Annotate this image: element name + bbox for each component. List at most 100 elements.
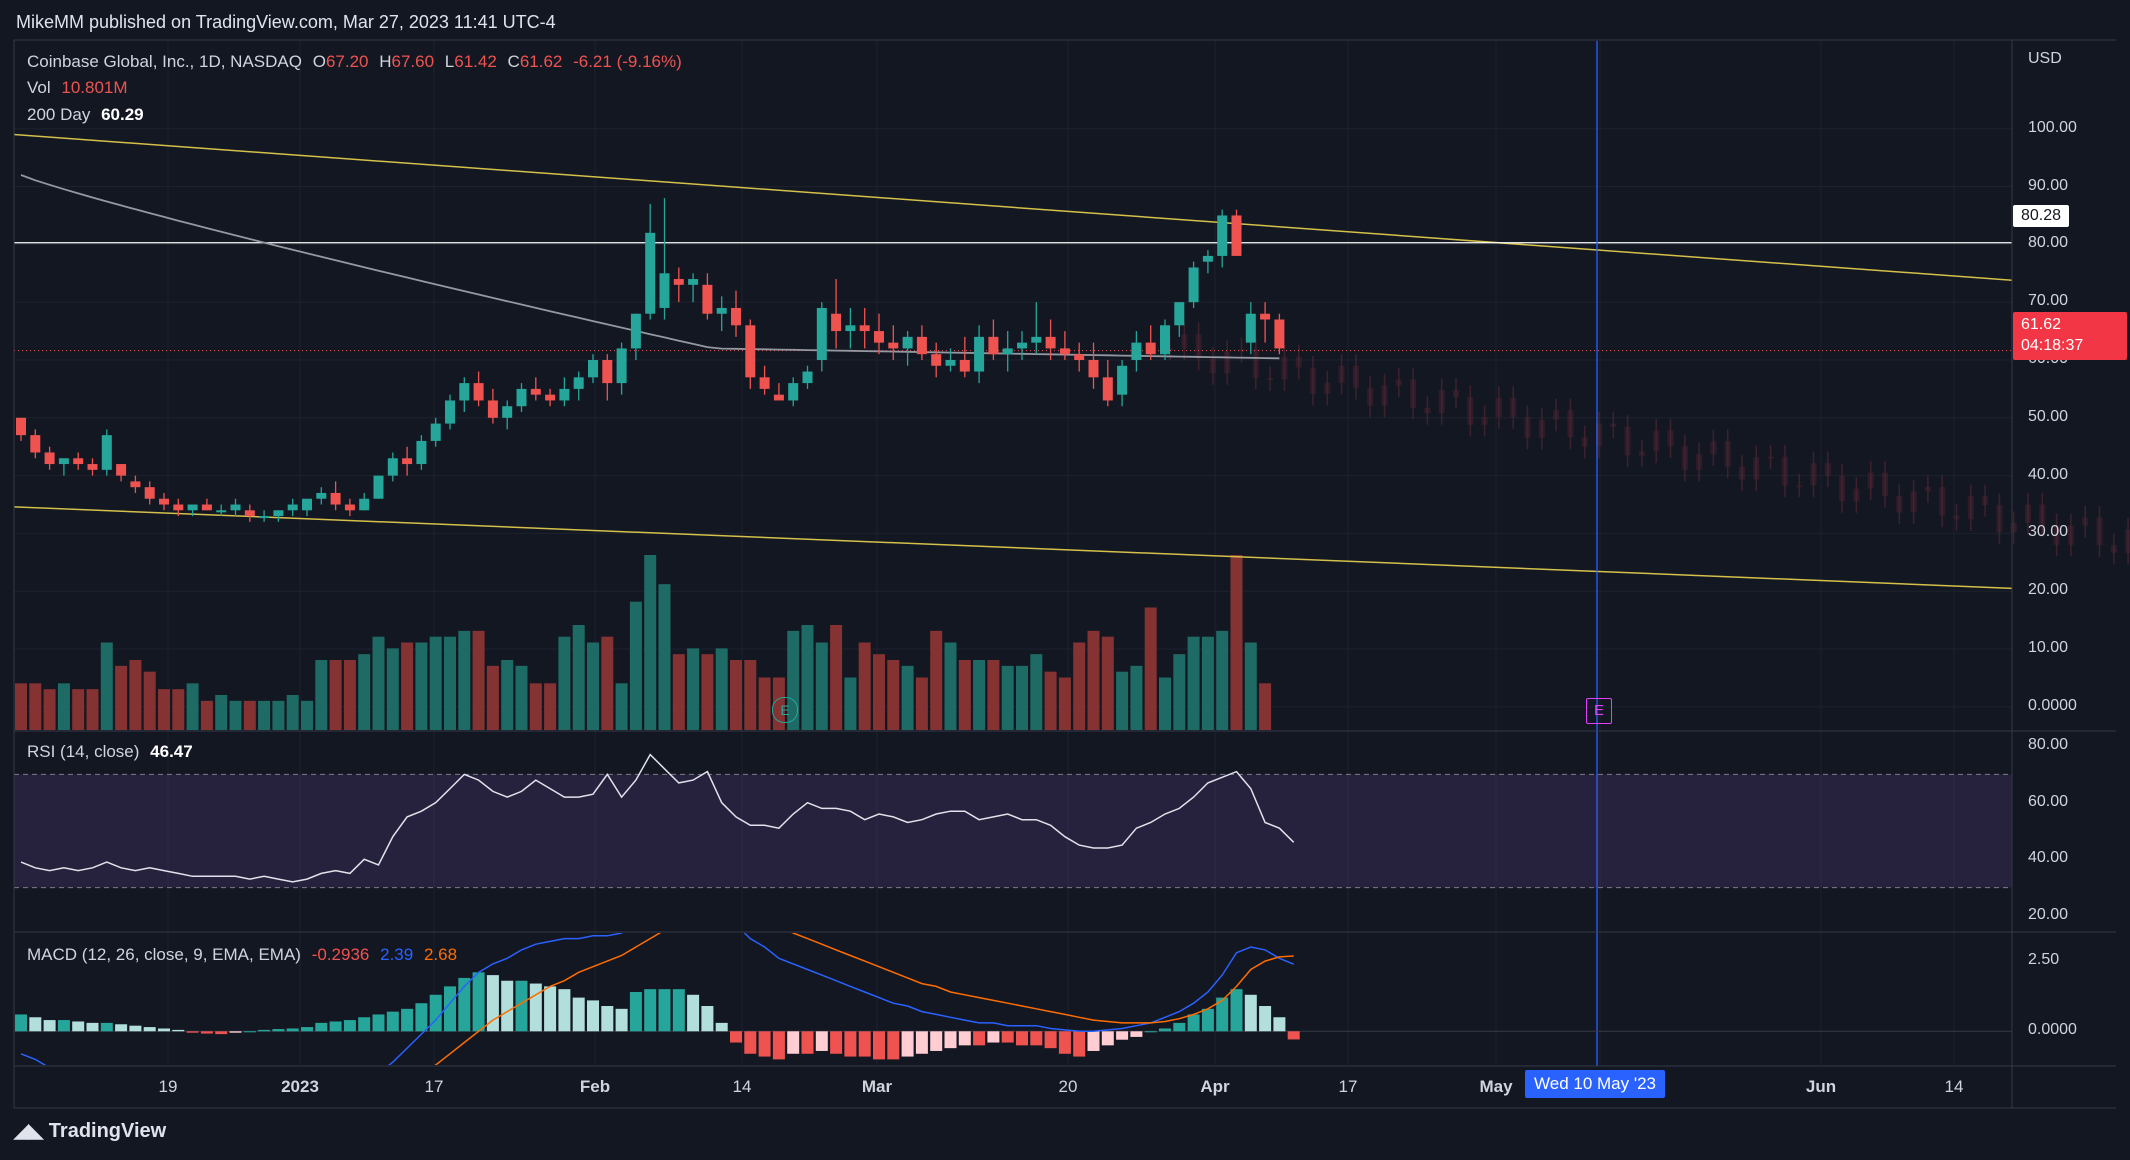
price-tick-label: 40.00 (2028, 465, 2069, 483)
time-tick-label: May (1479, 1077, 1513, 1096)
candle-body (988, 336, 999, 355)
volume-value: 10.801M (61, 78, 128, 97)
candle-body (545, 394, 556, 401)
volume-bar (472, 630, 485, 730)
volume-bar (715, 648, 728, 730)
projected-body (1381, 385, 1388, 406)
projected-body (1481, 417, 1488, 425)
macd-histogram-bar (129, 1025, 142, 1032)
tradingview-brand[interactable]: ◢◣ TradingView (14, 1120, 166, 1143)
earnings-marker-upcoming[interactable]: E (1586, 698, 1612, 724)
candle-body (888, 342, 899, 349)
macd-histogram-bar (372, 1014, 385, 1032)
volume-bar (644, 555, 657, 730)
projected-body (1367, 387, 1374, 406)
rsi-pane (14, 753, 2012, 889)
projected-body (2039, 504, 2046, 526)
projected-body (2025, 504, 2031, 523)
volume-bar (801, 625, 814, 730)
publish-header: MikeMM published on TradingView.com, Mar… (16, 12, 556, 32)
projected-body (1410, 379, 1417, 408)
volume-bar (944, 642, 957, 730)
ma-label[interactable]: 200 Day (27, 105, 91, 124)
macd-histogram-bar (272, 1029, 285, 1032)
projected-body (1882, 472, 1888, 497)
volume-bar (215, 695, 228, 730)
macd-histogram-bar (772, 1031, 785, 1060)
rsi-label[interactable]: RSI (14, close) (27, 742, 140, 761)
projected-body (1910, 491, 1917, 513)
macd-histogram-bar (172, 1029, 185, 1032)
trendline (13, 506, 2013, 590)
volume-bar (830, 625, 843, 730)
macd-histogram-bar (444, 986, 456, 1032)
candle-body (259, 516, 270, 519)
macd-histogram-bar (615, 1008, 628, 1032)
volume-bar (444, 636, 456, 730)
main-legend: Coinbase Global, Inc., 1D, NASDAQ O67.20… (27, 52, 682, 72)
macd-histogram-bar (286, 1028, 299, 1032)
projected-body (2067, 525, 2074, 545)
candle-body (430, 423, 441, 441)
projected-body (1453, 389, 1459, 398)
volume-bar (629, 601, 642, 730)
volume-bar (1216, 630, 1229, 730)
volume-bar (458, 630, 471, 730)
volume-bar (1073, 642, 1086, 730)
volume-bar (200, 700, 213, 730)
macd-histogram-bar (1144, 1031, 1157, 1033)
macd-histogram-bar (1101, 1031, 1114, 1046)
candle-body (116, 464, 127, 476)
macd-histogram-bar (100, 1022, 113, 1032)
volume-bar (930, 630, 943, 730)
projected-body (1853, 488, 1860, 502)
projected-body (1395, 379, 1402, 386)
macd-histogram-bar (415, 1003, 428, 1032)
macd-histogram-bar (57, 1020, 70, 1032)
earnings-marker-past[interactable]: E (772, 697, 798, 723)
projected-body (1710, 441, 1717, 455)
bar-countdown: 04:18:37 (2021, 337, 2084, 354)
candle-body (87, 464, 98, 470)
volume-bar (343, 660, 356, 730)
macd-histogram-bar (544, 986, 557, 1032)
macd-histogram-bar (758, 1031, 771, 1057)
volume-label[interactable]: Vol (27, 78, 51, 97)
projected-body (1553, 410, 1560, 420)
macd-histogram-bar (1044, 1031, 1057, 1049)
close-value: 61.62 (519, 52, 563, 71)
macd-histogram-bar (29, 1017, 42, 1032)
rsi-band-fill (14, 774, 2012, 888)
volume-bar (987, 660, 1000, 730)
projected-body (1667, 430, 1674, 447)
volume-bar (301, 700, 313, 730)
macd-histogram-bar (472, 972, 485, 1032)
projected-body (2096, 517, 2103, 546)
volume-bar (501, 660, 514, 730)
volume-bar (315, 660, 328, 730)
projected-body (1839, 475, 1846, 502)
volume-bar (1244, 642, 1257, 730)
symbol-title[interactable]: Coinbase Global, Inc., 1D, NASDAQ (27, 52, 302, 71)
volume-bar (687, 648, 700, 730)
ma-200-line (20, 174, 1280, 360)
time-tick-label: 14 (1944, 1077, 1964, 1096)
projected-body (1524, 417, 1531, 438)
volume-bar (758, 677, 771, 730)
volume-bar (29, 683, 42, 730)
macd-histogram-bar (887, 1031, 900, 1060)
macd-histogram-bar (987, 1031, 1000, 1043)
projected-body (1638, 451, 1645, 456)
volume-bar (143, 671, 156, 730)
candle-body (1188, 267, 1199, 303)
volume-bar (529, 683, 542, 730)
macd-label[interactable]: MACD (12, 26, close, 9, EMA, EMA) (27, 945, 301, 964)
last-price-tag: 61.62 04:18:37 (2013, 312, 2127, 360)
projected-body (1581, 437, 1588, 447)
macd-histogram-bar (1087, 1031, 1100, 1051)
volume-bar (72, 689, 85, 730)
candle-body (144, 487, 155, 499)
candle-body (1031, 336, 1042, 343)
candle-body (1088, 359, 1099, 378)
